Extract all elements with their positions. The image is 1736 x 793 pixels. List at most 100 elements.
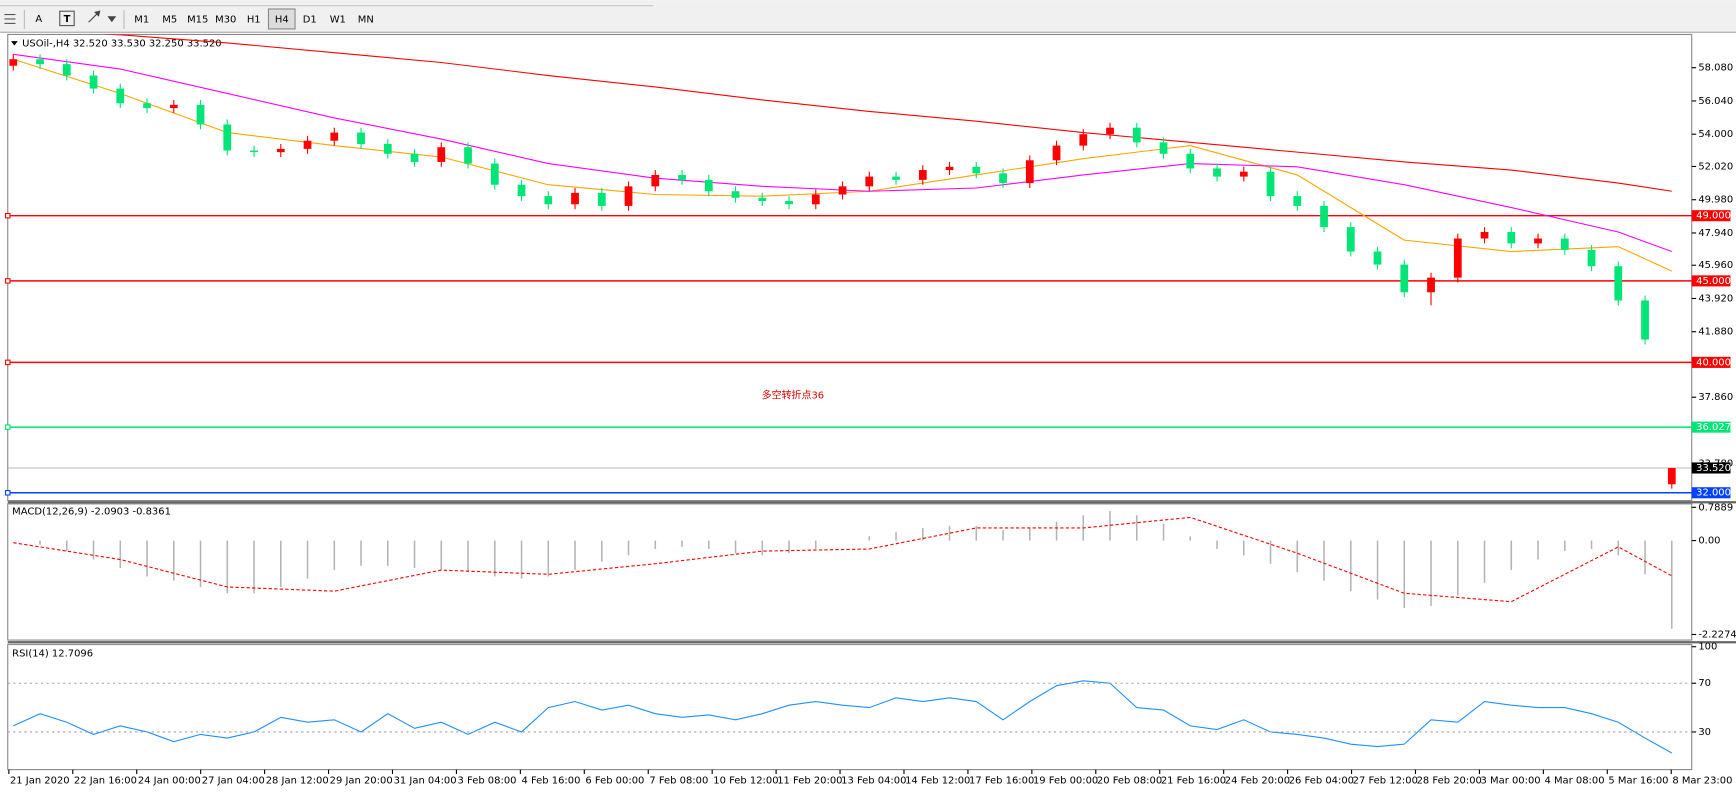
candle-body bbox=[1213, 168, 1221, 177]
x-tick-label: 3 Mar 00:00 bbox=[1481, 776, 1541, 787]
level-anchor[interactable] bbox=[4, 359, 11, 366]
candle-body bbox=[1132, 127, 1141, 143]
candle-body bbox=[1320, 205, 1328, 228]
x-tick-label: 28 Feb 20:00 bbox=[1417, 776, 1482, 787]
candle-body bbox=[972, 166, 981, 174]
candle-body bbox=[383, 143, 392, 154]
period-label[interactable]: H1 bbox=[247, 15, 261, 26]
candle-body bbox=[892, 176, 900, 180]
x-tick-label: 24 Jan 00:00 bbox=[138, 776, 201, 787]
candle-body bbox=[1186, 153, 1195, 169]
level-label: 45.000 bbox=[1696, 276, 1731, 287]
collapse-triangle[interactable] bbox=[11, 41, 18, 46]
candle-body bbox=[89, 75, 98, 89]
level-label-box bbox=[1691, 487, 1731, 499]
x-tick-label: 21 Jan 2020 bbox=[10, 776, 70, 787]
y-tick-label: 41.880 bbox=[1698, 327, 1733, 338]
y-tick-label: 47.940 bbox=[1698, 228, 1733, 239]
period-label[interactable]: M15 bbox=[187, 15, 208, 26]
candle-body bbox=[731, 191, 740, 198]
macd-title: MACD(12,26,9) -2.0903 -0.8361 bbox=[12, 507, 171, 518]
candle-body bbox=[62, 64, 71, 76]
menu-icon[interactable] bbox=[4, 13, 16, 24]
chart-window: USOil-,H4 32.520 33.530 32.250 33.520 MA… bbox=[7, 33, 1736, 771]
candle-body bbox=[250, 150, 258, 153]
macd-panel-frame bbox=[7, 503, 1693, 641]
period-label[interactable]: H4 bbox=[275, 15, 289, 26]
y-tick-label: 0.7889 bbox=[1698, 502, 1733, 513]
x-tick-label: 19 Feb 00:00 bbox=[1033, 776, 1098, 787]
level-label: 40.000 bbox=[1696, 357, 1731, 368]
y-tick-label: 49.980 bbox=[1698, 195, 1733, 206]
candle-body bbox=[758, 197, 767, 202]
text-tool[interactable]: A bbox=[35, 14, 42, 25]
label-tool-frame bbox=[59, 10, 75, 27]
arrow-tool[interactable] bbox=[88, 10, 117, 23]
x-tick-label: 27 Feb 12:00 bbox=[1353, 776, 1418, 787]
candle-body bbox=[1614, 266, 1623, 301]
candle-body bbox=[1400, 264, 1409, 293]
main-title: USOil-,H4 32.520 33.530 32.250 33.520 bbox=[22, 38, 222, 49]
candle-body bbox=[1106, 127, 1114, 135]
period-label[interactable]: M5 bbox=[162, 15, 177, 26]
level-anchor[interactable] bbox=[4, 278, 11, 284]
x-tick-label: 24 Feb 20:00 bbox=[1225, 776, 1290, 787]
level-label: 49.000 bbox=[1696, 211, 1731, 222]
period-label[interactable]: M30 bbox=[215, 15, 236, 26]
candle-body bbox=[1293, 196, 1302, 206]
candle-body bbox=[1266, 171, 1275, 197]
x-tick-label: 28 Jan 12:00 bbox=[266, 776, 329, 787]
y-tick-label: 58.080 bbox=[1698, 63, 1733, 74]
period-label[interactable]: W1 bbox=[330, 15, 346, 26]
candle-body bbox=[223, 124, 232, 151]
level-anchor[interactable] bbox=[4, 424, 11, 430]
candle-body bbox=[811, 194, 820, 205]
candle-body bbox=[303, 140, 312, 149]
candle-body bbox=[651, 174, 660, 187]
candle-body bbox=[437, 147, 446, 162]
candle-body bbox=[464, 147, 472, 164]
period-label[interactable]: M1 bbox=[134, 15, 149, 26]
x-tick-label: 26 Feb 04:00 bbox=[1289, 776, 1354, 787]
level-anchor[interactable] bbox=[4, 212, 11, 219]
level-label-box bbox=[1691, 210, 1731, 222]
candle-body bbox=[865, 176, 874, 187]
x-tick-label: 13 Feb 04:00 bbox=[841, 776, 906, 787]
candle-body bbox=[1427, 277, 1435, 293]
candle-body bbox=[1480, 231, 1489, 239]
x-tick-label: 20 Feb 08:00 bbox=[1097, 776, 1162, 787]
y-tick-label: 45.960 bbox=[1698, 260, 1733, 271]
last-price-box bbox=[1691, 462, 1731, 474]
main-panel-frame bbox=[7, 33, 1693, 502]
period-button[interactable] bbox=[267, 8, 296, 30]
candle-body bbox=[544, 196, 553, 205]
moving-average bbox=[101, 34, 1672, 192]
candle-body bbox=[704, 179, 713, 192]
candle-body bbox=[196, 104, 205, 125]
label-tool[interactable]: T bbox=[64, 14, 71, 25]
candle-body bbox=[1560, 238, 1569, 250]
candle-body bbox=[1534, 238, 1542, 244]
x-tick-label: 5 Mar 16:00 bbox=[1608, 776, 1668, 787]
x-tick-label: 21 Feb 16:00 bbox=[1161, 776, 1226, 787]
candle-body bbox=[330, 132, 339, 141]
y-tick-label: 52.020 bbox=[1698, 161, 1733, 172]
x-tick-label: 6 Feb 00:00 bbox=[585, 776, 644, 787]
x-tick-label: 31 Jan 04:00 bbox=[394, 776, 457, 787]
candle-body bbox=[169, 104, 178, 109]
x-tick-label: 14 Feb 12:00 bbox=[905, 776, 970, 787]
x-tick-label: 17 Feb 16:00 bbox=[969, 776, 1034, 787]
candle-body bbox=[571, 192, 579, 205]
candle-body bbox=[838, 186, 847, 195]
level-anchor[interactable] bbox=[4, 489, 11, 496]
level-label: 36.027 bbox=[1696, 422, 1731, 433]
period-label[interactable]: MN bbox=[358, 15, 374, 26]
candle-body bbox=[9, 59, 18, 66]
candle-body bbox=[276, 148, 285, 153]
y-tick-label: 56.040 bbox=[1698, 96, 1733, 107]
period-label[interactable]: D1 bbox=[303, 15, 317, 26]
y-tick-label: 0.00 bbox=[1698, 536, 1720, 547]
y-tick-label: 54.000 bbox=[1698, 129, 1733, 140]
